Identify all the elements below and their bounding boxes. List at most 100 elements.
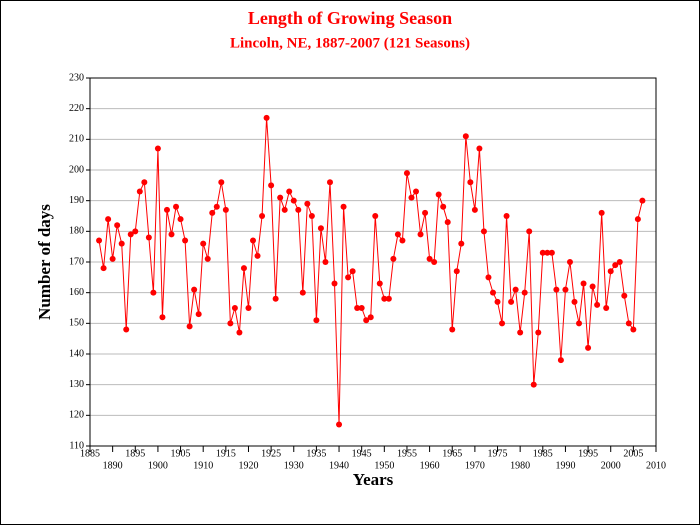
y-tick-label: 130	[69, 379, 84, 390]
data-point	[281, 206, 288, 213]
data-point	[453, 268, 460, 275]
data-point	[340, 203, 347, 210]
data-point	[480, 228, 487, 235]
data-point	[118, 240, 125, 247]
x-tick-label: 1990	[555, 460, 575, 471]
data-point	[100, 265, 107, 272]
x-tick-label: 1920	[238, 460, 258, 471]
data-point	[268, 182, 275, 189]
data-point	[358, 305, 365, 311]
data-point	[630, 326, 637, 333]
data-point	[462, 133, 469, 140]
data-point	[530, 381, 537, 388]
data-point	[290, 197, 297, 204]
data-point	[503, 213, 510, 219]
data-point	[566, 259, 573, 265]
y-tick-label: 230	[69, 72, 84, 83]
data-point	[385, 295, 392, 302]
data-point	[132, 228, 139, 235]
data-point	[105, 216, 112, 223]
x-tick-label: 1890	[103, 460, 123, 471]
data-point	[168, 231, 175, 238]
x-tick-label: 1975	[488, 448, 508, 459]
data-point	[182, 237, 189, 244]
x-tick-label: 1945	[352, 448, 372, 459]
y-tick-label: 220	[69, 103, 84, 114]
data-point	[141, 179, 148, 186]
data-point	[576, 320, 583, 327]
data-point	[548, 249, 555, 256]
data-point	[494, 298, 501, 305]
data-point	[517, 329, 524, 336]
data-point	[589, 283, 596, 290]
data-point	[254, 252, 261, 259]
x-tick-label: 1885	[80, 448, 100, 459]
data-point	[109, 255, 116, 262]
x-tick-label: 1980	[510, 460, 530, 471]
x-tick-label: 2000	[601, 460, 621, 471]
data-point	[154, 145, 161, 152]
data-point	[594, 301, 601, 308]
data-point	[403, 170, 410, 177]
data-point	[562, 286, 569, 293]
data-point	[394, 231, 401, 238]
data-point	[458, 240, 465, 247]
data-point	[317, 225, 324, 232]
x-tick-label: 2005	[623, 448, 643, 459]
x-tick-label: 1930	[284, 460, 304, 471]
data-point	[123, 326, 130, 333]
data-point	[571, 298, 578, 305]
y-tick-label: 200	[69, 164, 84, 175]
data-point	[191, 286, 198, 293]
data-point	[489, 289, 496, 296]
data-point	[159, 314, 166, 321]
data-point	[263, 114, 270, 121]
x-tick-label: 1940	[329, 460, 349, 471]
data-point	[431, 259, 438, 265]
x-tick-label: 1900	[148, 460, 168, 471]
data-point	[259, 213, 266, 219]
data-point	[272, 295, 279, 302]
data-point	[544, 249, 551, 256]
data-point	[449, 326, 456, 333]
x-tick-label: 1935	[306, 448, 326, 459]
x-tick-label: 1960	[420, 460, 440, 471]
data-point	[349, 268, 356, 275]
data-point	[114, 222, 121, 229]
data-point	[363, 317, 370, 324]
x-tick-label: 1985	[533, 448, 553, 459]
x-tick-label: 1965	[442, 448, 462, 459]
y-tick-label: 180	[69, 226, 84, 237]
data-point	[204, 255, 211, 262]
data-point	[390, 255, 397, 262]
data-point	[521, 289, 528, 296]
data-point	[435, 191, 442, 198]
data-point	[553, 286, 560, 293]
data-point	[195, 311, 202, 318]
data-point	[345, 274, 352, 281]
data-point	[426, 255, 433, 262]
data-point	[639, 197, 646, 204]
chart-subtitle: Lincoln, NE, 1887-2007 (121 Seasons)	[230, 35, 470, 51]
data-point	[399, 237, 406, 244]
y-tick-label: 170	[69, 256, 84, 267]
data-point	[222, 206, 229, 213]
data-point	[535, 329, 542, 336]
x-axis-label: Years	[353, 470, 394, 489]
chart-title: Length of Growing Season	[248, 8, 452, 28]
data-point	[467, 179, 474, 186]
y-tick-label: 110	[69, 440, 84, 451]
data-point	[580, 280, 587, 287]
data-point	[177, 216, 184, 223]
data-point	[299, 289, 306, 296]
data-point	[634, 216, 641, 223]
x-tick-label: 1970	[465, 460, 485, 471]
data-point	[354, 305, 361, 311]
x-tick-label: 1995	[578, 448, 598, 459]
data-point	[376, 280, 383, 287]
data-point	[413, 188, 420, 195]
data-point	[200, 240, 207, 247]
data-point	[218, 179, 225, 186]
data-point	[277, 194, 284, 201]
data-point	[585, 344, 592, 351]
